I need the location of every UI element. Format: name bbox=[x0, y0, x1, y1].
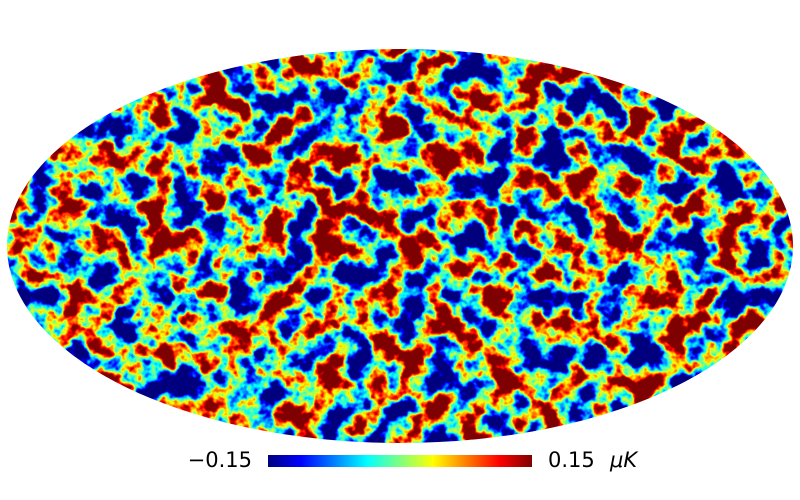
sky-map bbox=[7, 49, 793, 443]
colorbar bbox=[268, 455, 532, 467]
colorbar-tick-label: 0.15 bbox=[548, 448, 595, 472]
colorbar-unit: μK bbox=[609, 448, 639, 472]
temperature-field bbox=[7, 49, 793, 443]
colorbar-tick-label: −0.15 bbox=[188, 448, 252, 472]
